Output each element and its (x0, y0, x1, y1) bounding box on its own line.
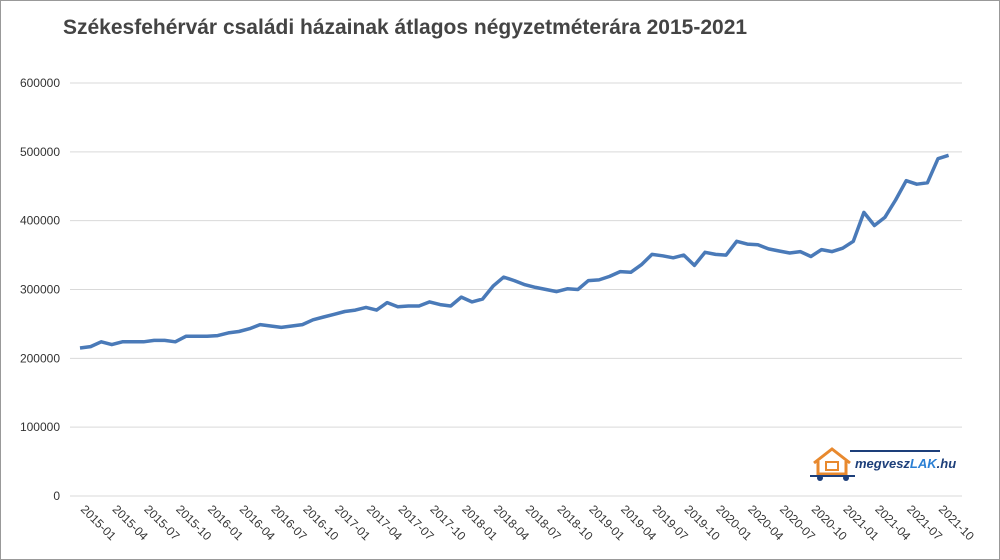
y-tick-label: 300000 (20, 283, 60, 297)
logo-part: megvesz (855, 456, 910, 471)
y-tick-label: 200000 (20, 351, 60, 365)
logo-window (825, 461, 839, 471)
y-tick-label: 500000 (20, 145, 60, 159)
logo-part: LAK (910, 456, 938, 471)
y-tick-label: 600000 (20, 76, 60, 90)
logo: megveszLAK.hu (810, 447, 956, 481)
data-line (79, 153, 950, 350)
logo-wheel (843, 475, 849, 481)
logo-house (813, 447, 851, 476)
logo-text: megveszLAK.hu (855, 456, 956, 471)
chart-title: Székesfehérvár családi házainak átlagos … (63, 16, 747, 39)
y-tick-label: 0 (53, 489, 60, 503)
logo-wheel (817, 475, 823, 481)
y-tick-label: 400000 (20, 214, 60, 228)
logo-part: .hu (937, 456, 957, 471)
y-tick-label: 100000 (20, 420, 60, 434)
